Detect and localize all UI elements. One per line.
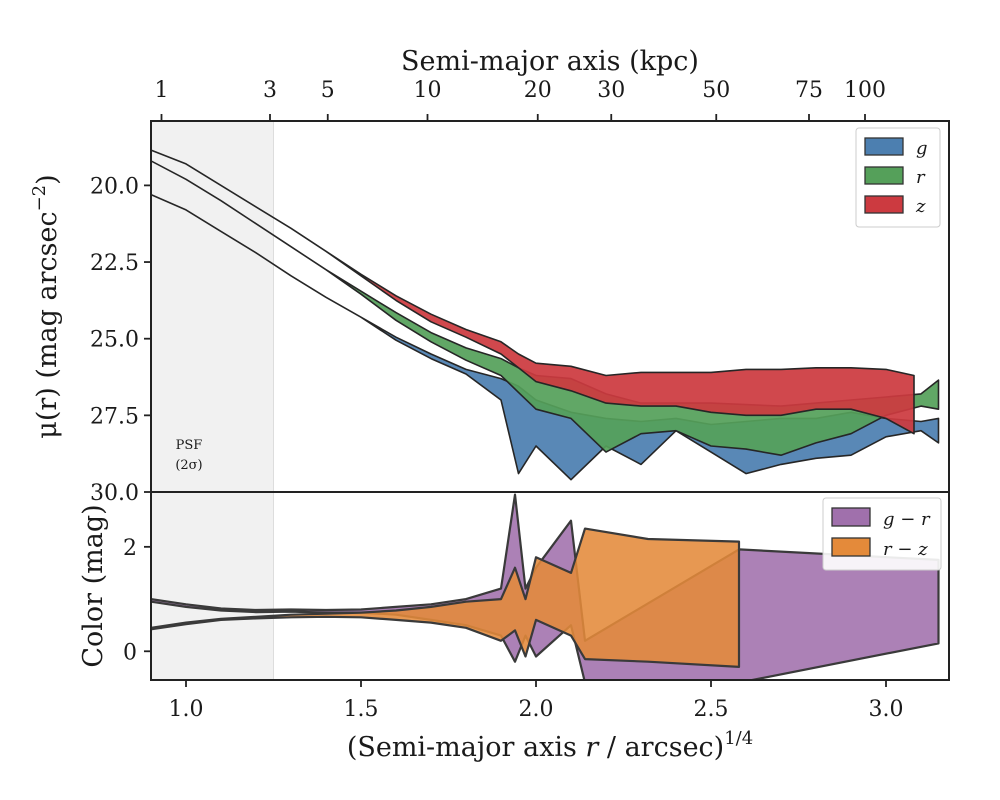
top-ytick-label: 30.0 (90, 481, 139, 506)
x-title-exponent: 1/4 (724, 728, 753, 749)
top-legend: grz (855, 127, 941, 228)
top-ytick-label: 20.0 (90, 174, 139, 199)
legend-swatch-g (864, 137, 904, 156)
legend-swatch-z (864, 195, 904, 214)
y-title-exponent: −2 (29, 185, 50, 212)
psf-label: PSF (176, 438, 203, 453)
kpc-tick-label: 50 (702, 78, 730, 103)
legend-label-r-minus-z: r − z (883, 539, 928, 560)
surface-brightness-panel: 20.0 22.5 25.0 27.5 30.0 1 3 5 10 20 30 50 75 100 PS… (29, 46, 950, 506)
legend-label-g: g (916, 138, 928, 159)
legend-label-r: r (916, 167, 926, 188)
psf-shaded-region-bottom (150, 491, 274, 681)
legend-swatch-r-minus-z (831, 537, 871, 557)
color-panel: 02 1.0 1.5 2.0 2.5 3.0 g − rr − z Color (mag… (78, 491, 950, 763)
kpc-tick-label: 10 (414, 78, 442, 103)
band-z (151, 149, 915, 435)
bottom-xtick-label: 1.0 (169, 697, 204, 722)
kpc-tick-label: 1 (155, 78, 169, 103)
bottom-y-axis-title: Color (mag) (78, 504, 109, 667)
kpc-tick-label: 30 (597, 78, 625, 103)
legend-swatch-g-minus-r (831, 507, 871, 527)
legend-label-z: z (915, 196, 926, 217)
top-axis-title: Semi-major axis (kpc) (401, 46, 699, 77)
x-title-variable: r (585, 732, 600, 763)
bottom-ytick-label: 0 (123, 640, 137, 665)
top-kpc-axis: 1 3 5 10 20 30 50 75 100 (155, 78, 886, 121)
band-r (151, 160, 940, 456)
bottom-xtick-label: 3.0 (869, 697, 904, 722)
top-ytick-label: 22.5 (90, 251, 139, 276)
kpc-tick-label: 75 (795, 78, 823, 103)
bottom-y-axis: 02 (123, 536, 151, 665)
bottom-ytick-label: 2 (123, 536, 137, 561)
kpc-tick-label: 5 (321, 78, 335, 103)
legend-label-g-minus-r: g − r (883, 509, 931, 530)
bottom-xtick-label: 2.5 (694, 697, 729, 722)
color-series (151, 493, 940, 680)
top-ytick-label: 27.5 (90, 404, 139, 429)
bottom-x-axis: 1.0 1.5 2.0 2.5 3.0 (169, 680, 904, 722)
kpc-tick-label: 100 (844, 78, 886, 103)
surface-brightness-series (151, 149, 940, 481)
legend-swatch-r (864, 166, 904, 185)
x-title-pre: (Semi-major axis (347, 732, 586, 763)
bottom-x-axis-title: (Semi-major axis r / arcsec)1/4 (347, 728, 753, 763)
y-title-close: ) (32, 174, 63, 185)
bottom-xtick-label: 2.0 (519, 697, 554, 722)
bottom-panel-frame (150, 491, 950, 681)
bottom-xtick-label: 1.5 (344, 697, 379, 722)
psf-shaded-region (150, 120, 274, 493)
y-title-main: μ(r) (mag arcsec (32, 211, 63, 438)
kpc-tick-label: 3 (263, 78, 277, 103)
top-y-axis-title: μ(r) (mag arcsec−2) (29, 174, 63, 438)
kpc-tick-label: 20 (524, 78, 552, 103)
band-g (151, 193, 940, 481)
x-title-post: / arcsec) (598, 732, 724, 763)
bottom-legend: g − r r − z (822, 497, 942, 571)
top-ytick-label: 25.0 (90, 328, 139, 353)
psf-sublabel: (2σ) (175, 458, 202, 473)
band-r-minus-z (151, 527, 741, 668)
top-y-axis: 20.0 22.5 25.0 27.5 30.0 (90, 174, 151, 506)
